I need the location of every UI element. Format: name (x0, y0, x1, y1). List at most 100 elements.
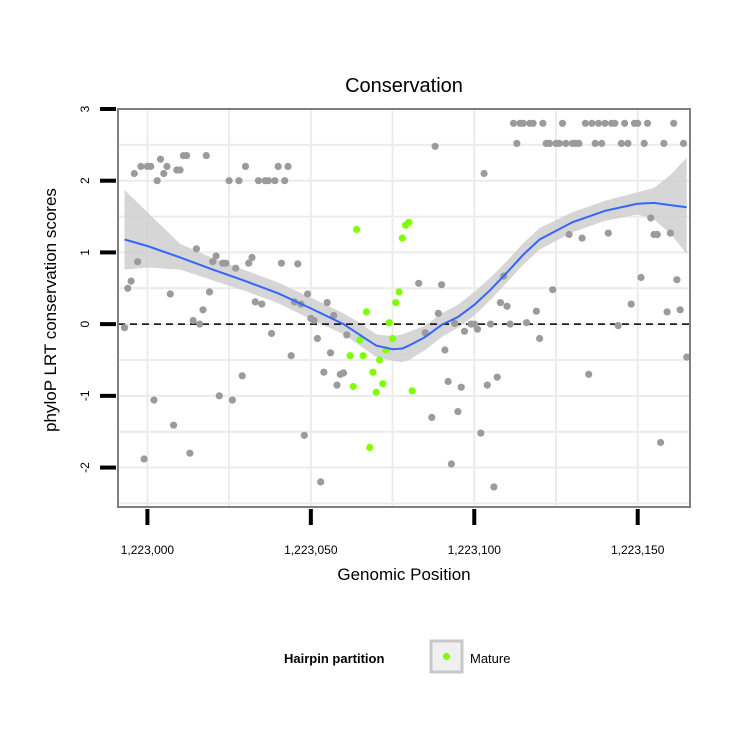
other-point (493, 373, 501, 381)
other-point (248, 253, 256, 261)
y-tick-label: 3 (78, 105, 92, 112)
other-point (124, 284, 132, 292)
panel-border (117, 108, 691, 508)
other-point (434, 309, 442, 317)
other-point (496, 299, 504, 307)
y-tick-label: -1 (78, 390, 92, 401)
other-point (601, 119, 609, 127)
legend: Hairpin partition Mature (284, 639, 510, 674)
other-point (428, 413, 436, 421)
other-point (545, 139, 554, 147)
other-point (254, 177, 263, 185)
other-point (611, 119, 619, 127)
mature-point (395, 288, 403, 296)
mature-point (353, 225, 361, 234)
other-point (578, 234, 586, 242)
other-point (604, 229, 612, 237)
other-point (581, 119, 590, 127)
mature-point (389, 334, 397, 343)
other-point (225, 177, 233, 185)
other-point (189, 316, 197, 325)
chart-title: Conservation (345, 75, 463, 97)
other-point (330, 311, 338, 320)
other-point (473, 325, 482, 333)
other-point (134, 258, 142, 266)
other-point (506, 320, 514, 328)
y-tick-label: 1 (78, 249, 92, 256)
other-point (454, 408, 462, 416)
other-point (202, 152, 210, 160)
other-point (539, 119, 547, 127)
other-point (150, 396, 158, 404)
other-point (199, 306, 207, 314)
other-point (558, 119, 567, 127)
mature-point (375, 356, 384, 364)
other-point (588, 119, 596, 127)
other-point (137, 162, 145, 170)
other-point (268, 329, 276, 338)
mature-point (398, 234, 406, 242)
y-axis-title: phyloP LRT conservation scores (41, 188, 60, 432)
other-point (326, 349, 335, 357)
other-point (438, 281, 446, 289)
other-point (617, 139, 626, 147)
plot-panel (117, 108, 691, 508)
other-point (637, 273, 645, 282)
other-point (460, 327, 469, 335)
other-point (683, 353, 691, 361)
other-point (676, 306, 684, 314)
other-point (679, 139, 688, 147)
other-point (477, 429, 485, 437)
other-point (196, 320, 204, 328)
other-point (287, 352, 295, 360)
other-point (274, 162, 282, 170)
other-point (235, 177, 243, 185)
other-point (634, 119, 642, 127)
other-point (264, 177, 272, 185)
other-point (666, 229, 675, 237)
other-point (431, 142, 439, 150)
other-point (140, 455, 148, 463)
mature-point (366, 443, 374, 452)
mature-point (405, 218, 413, 226)
other-point (251, 298, 259, 306)
other-point (304, 290, 312, 298)
other-point (215, 392, 223, 400)
other-point (294, 260, 302, 268)
x-tick-label: 1,223,150 (611, 543, 665, 557)
other-point (536, 334, 544, 343)
mature-point (349, 382, 357, 391)
mature-point (408, 387, 416, 395)
other-point (209, 258, 217, 266)
mature-point (372, 388, 380, 396)
x-tick-label: 1,223,000 (121, 543, 175, 557)
other-point (575, 139, 583, 147)
x-tick-label: 1,223,100 (448, 543, 502, 557)
other-point (457, 383, 465, 391)
other-point (565, 230, 573, 239)
other-point (310, 316, 318, 325)
other-point (532, 307, 541, 315)
other-point (313, 334, 321, 343)
other-point (640, 139, 648, 147)
mature-point (359, 352, 367, 360)
other-point (657, 438, 665, 447)
mature-point (369, 368, 377, 376)
other-point (120, 324, 129, 332)
other-point (480, 169, 488, 178)
other-point (317, 478, 325, 486)
other-point (549, 286, 557, 294)
other-point (523, 319, 531, 327)
other-point (663, 308, 671, 316)
mature-point (362, 308, 370, 316)
other-point (529, 119, 537, 127)
y-axis: -2 -1 0 1 2 3 (78, 105, 116, 473)
other-point (281, 177, 289, 185)
other-point (598, 139, 606, 147)
other-point (160, 169, 168, 178)
other-point (673, 276, 681, 284)
other-point (222, 259, 230, 267)
other-point (487, 320, 495, 328)
other-point (228, 396, 236, 404)
